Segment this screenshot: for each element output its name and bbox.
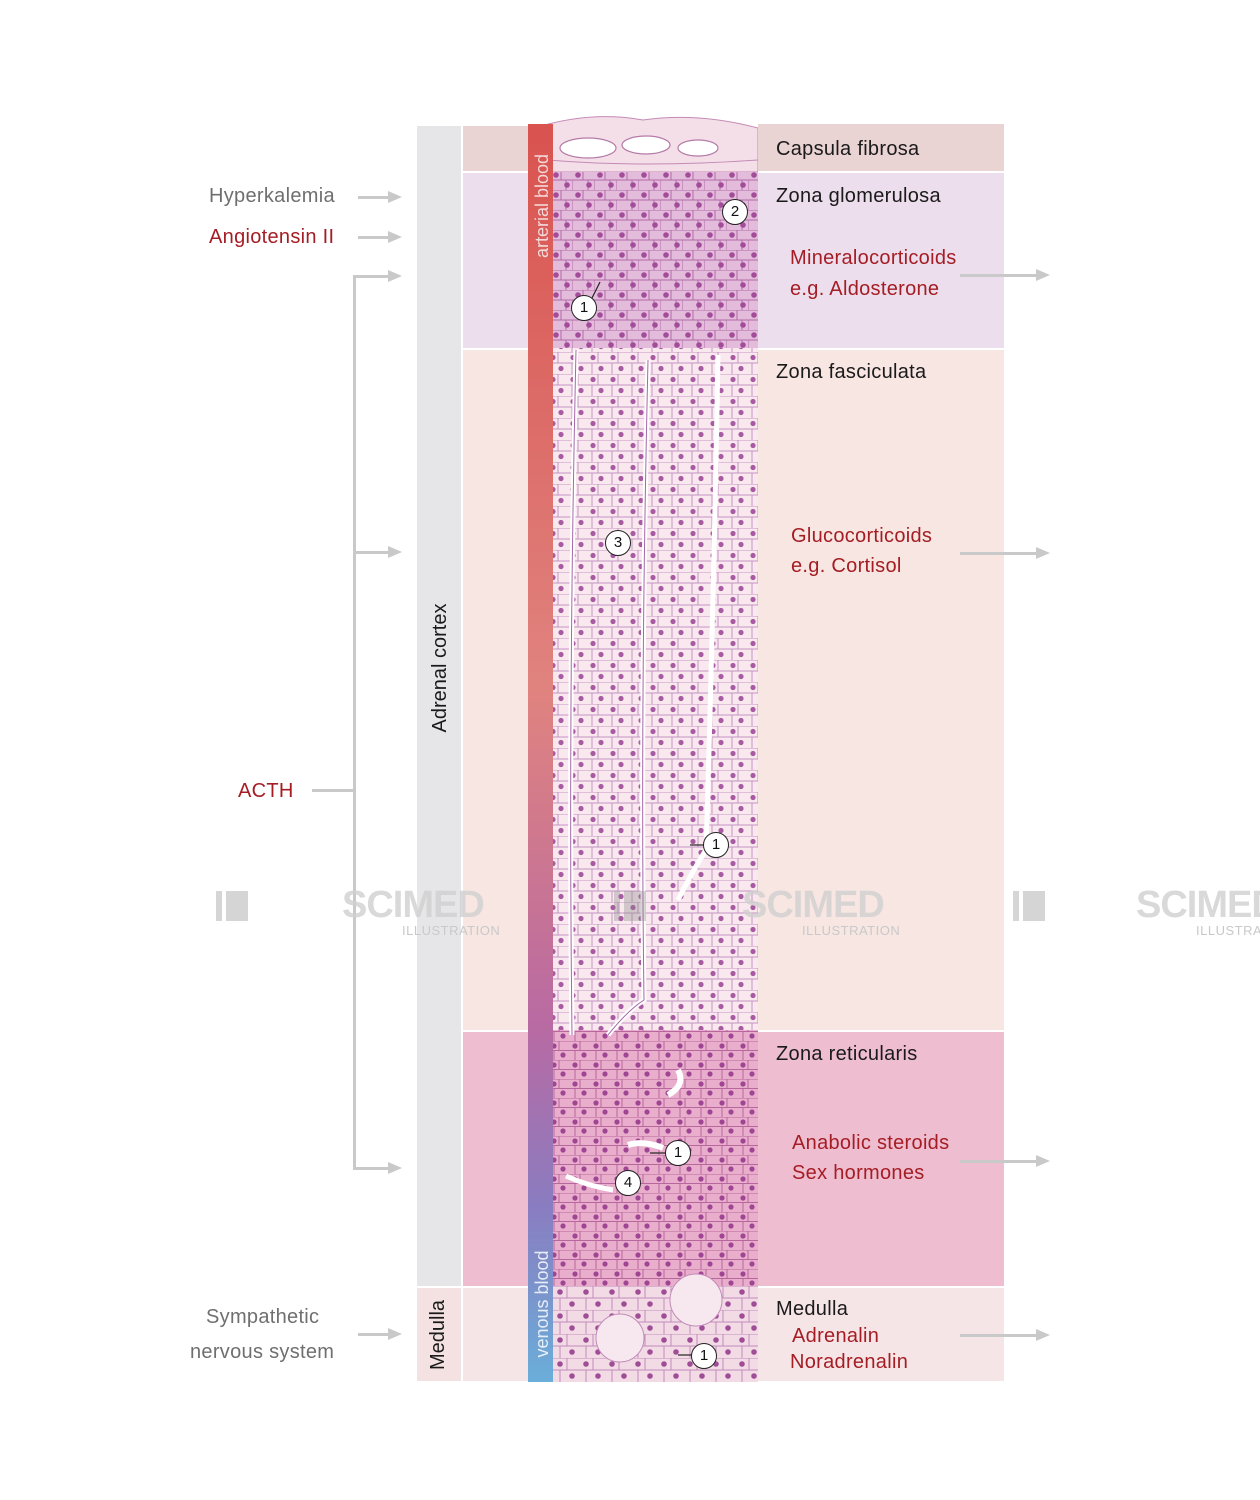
- zone-capsula-title: Capsula fibrosa: [776, 138, 920, 160]
- band-fasciculata: [758, 350, 1004, 1030]
- band-capsula: [758, 124, 1004, 171]
- sympathetic-arrow-head: [388, 1328, 402, 1340]
- acth-arrow-top-line: [353, 275, 389, 278]
- mineral-output-arrow-head: [1036, 269, 1050, 281]
- acth-arrow-mid-line: [353, 551, 389, 554]
- output-glucocorticoids: Glucocorticoids: [791, 525, 933, 547]
- output-cortisol: e.g. Cortisol: [791, 555, 902, 577]
- output-anabolic-steroids: Anabolic steroids: [792, 1132, 950, 1154]
- output-adrenalin: Adrenalin: [792, 1325, 880, 1347]
- acth-connector: [312, 789, 354, 792]
- anabolic-output-arrow-head: [1036, 1155, 1050, 1167]
- watermark-brand-1: SCIMED: [342, 884, 485, 926]
- tissue-illustration: [528, 116, 758, 1382]
- marker-1-glomerulosa: 1: [571, 295, 597, 321]
- adrenal-cortex-bar: [417, 126, 461, 1286]
- acth-arrow-mid-head: [388, 546, 402, 558]
- medulla-output-arrow-head: [1036, 1329, 1050, 1341]
- watermark-brand-2: SCIMED: [742, 884, 885, 926]
- strip-fasciculata: [463, 350, 528, 1030]
- strip-medulla: [463, 1288, 528, 1381]
- marker-1-fasciculata: 1: [703, 832, 729, 858]
- output-mineralocorticoids: Mineralocorticoids: [790, 247, 957, 269]
- sympathetic-label-line2: nervous system: [190, 1341, 335, 1363]
- band-glomerulosa: [758, 173, 1004, 348]
- zone-medulla-title: Medulla: [776, 1298, 849, 1320]
- sympathetic-label-line1: Sympathetic: [206, 1306, 320, 1328]
- angiotensin-arrow-head: [388, 231, 402, 243]
- output-sex-hormones: Sex hormones: [792, 1162, 925, 1184]
- zone-glomerulosa-title: Zona glomerulosa: [776, 185, 941, 207]
- watermark-sub-1: ILLUSTRATION: [402, 923, 501, 938]
- gluco-output-arrow-head: [1036, 547, 1050, 559]
- band-reticularis: [758, 1032, 1004, 1286]
- watermark-brand-3: SCIMED: [1136, 884, 1260, 926]
- strip-glomerulosa: [463, 173, 528, 348]
- marker-3-fasciculata: 3: [605, 530, 631, 556]
- zone-reticularis-title: Zona reticularis: [776, 1043, 918, 1065]
- output-aldosterone: e.g. Aldosterone: [790, 278, 940, 300]
- watermark-sub-2: ILLUSTRATION: [802, 923, 901, 938]
- acth-arrow-top-head: [388, 270, 402, 282]
- medulla-bar: [417, 1288, 461, 1381]
- hyperkalemia-arrow-line: [358, 196, 390, 199]
- anabolic-output-arrow-line: [960, 1160, 1038, 1163]
- angiotensin-arrow-line: [358, 236, 390, 239]
- strip-reticularis: [463, 1032, 528, 1286]
- acth-label: ACTH: [238, 780, 294, 802]
- zone-fasciculata-title: Zona fasciculata: [776, 361, 927, 383]
- marker-4-reticularis: 4: [615, 1170, 641, 1196]
- watermark-sub-3: ILLUSTRATION: [1196, 923, 1260, 938]
- angiotensin-label: Angiotensin II: [209, 226, 335, 248]
- hyperkalemia-label: Hyperkalemia: [209, 185, 335, 207]
- marker-2-glomerulosa: 2: [722, 199, 748, 225]
- strip-capsula: [463, 126, 528, 171]
- gluco-output-arrow-line: [960, 552, 1038, 555]
- mineral-output-arrow-line: [960, 274, 1038, 277]
- medulla-output-arrow-line: [960, 1334, 1038, 1337]
- acth-arrow-bottom-line: [353, 1167, 389, 1170]
- acth-bracket: [353, 275, 356, 1170]
- watermark-clip-3: SCIMED ILLUSTRATION: [1130, 880, 1260, 940]
- marker-1-medulla: 1: [691, 1343, 717, 1369]
- acth-arrow-bottom-head: [388, 1162, 402, 1174]
- output-noradrenalin: Noradrenalin: [790, 1351, 909, 1373]
- sympathetic-arrow-line: [358, 1333, 390, 1336]
- hyperkalemia-arrow-head: [388, 191, 402, 203]
